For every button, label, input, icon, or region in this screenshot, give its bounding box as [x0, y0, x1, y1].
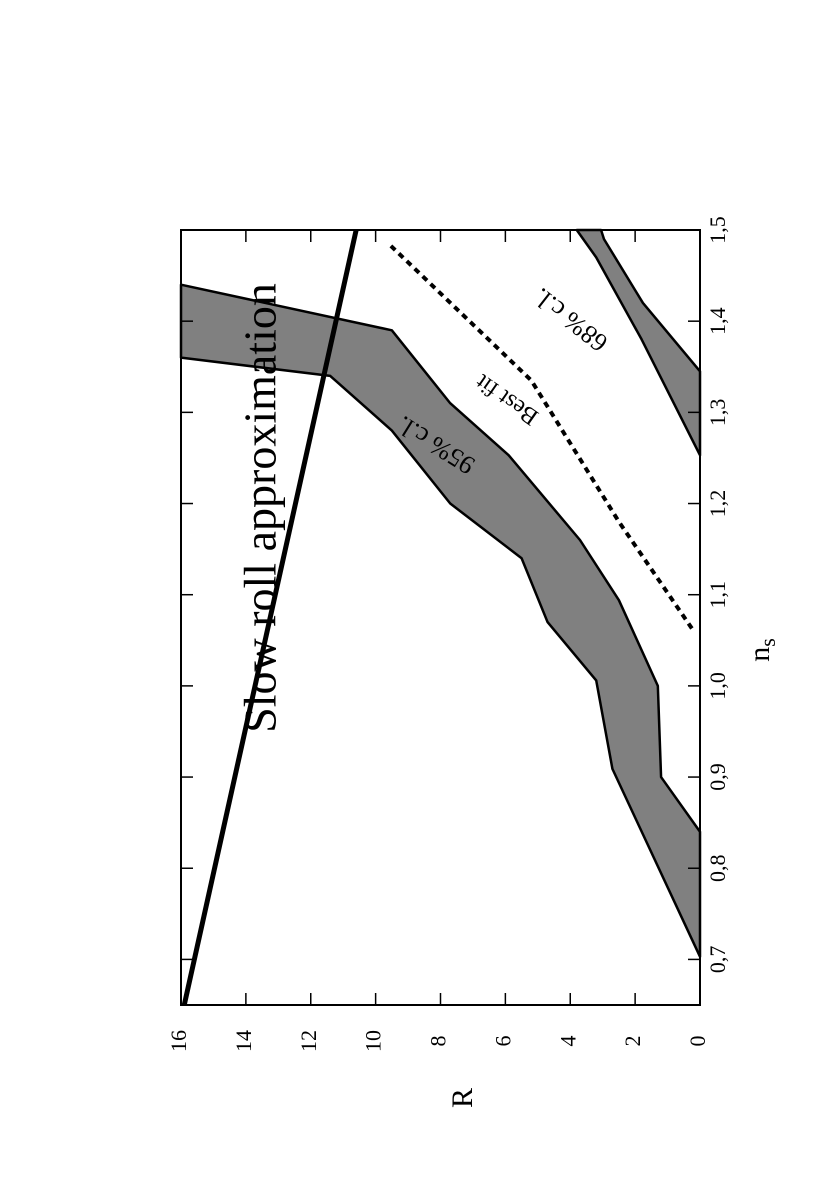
annotation: Best fit — [471, 368, 544, 430]
annotation: 68% c.l. — [528, 282, 614, 358]
y-tick-label: 10 — [361, 1030, 386, 1052]
x-tick-label: 1,1 — [705, 581, 730, 609]
y-tick-label: 12 — [296, 1030, 321, 1052]
x-tick-label: 1,2 — [705, 490, 730, 518]
x-axis-label: ns — [743, 638, 780, 662]
x-tick-label: 1,0 — [705, 672, 730, 700]
y-tick-label: 8 — [426, 1036, 451, 1047]
y-tick-label: 0 — [685, 1036, 710, 1047]
x-tick-label: 0,8 — [705, 854, 730, 882]
curve — [181, 229, 359, 1006]
y-tick-label: 6 — [490, 1036, 515, 1047]
x-tick-label: 1,4 — [705, 307, 730, 335]
annotation: Slow roll approximation — [235, 283, 286, 733]
y-tick-label: 4 — [555, 1036, 580, 1047]
x-tick-label: 0,9 — [705, 763, 730, 791]
y-tick-label: 2 — [620, 1036, 645, 1047]
x-axis-label-sub: s — [755, 638, 780, 647]
y-tick-label: 16 — [166, 1030, 191, 1052]
x-tick-label: 1,5 — [705, 216, 730, 244]
x-axis-label-main: n — [743, 647, 776, 662]
y-tick-label: 14 — [231, 1030, 256, 1052]
x-tick-label: 0,7 — [705, 946, 730, 974]
y-axis-label: R — [446, 1088, 479, 1108]
x-tick-label: 1,3 — [705, 399, 730, 427]
